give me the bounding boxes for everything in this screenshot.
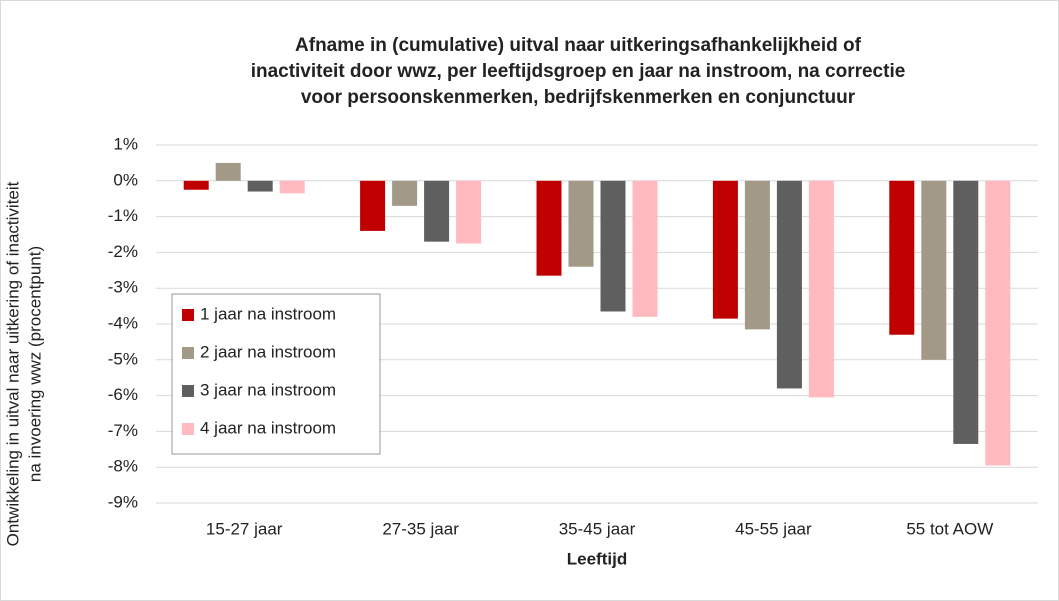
bar (953, 180, 979, 444)
chart-title: Afname in (cumulative) uitval naar uitke… (295, 35, 862, 56)
y-tick-label: 0% (113, 170, 138, 189)
y-tick-label: -3% (108, 278, 138, 297)
y-tick-label: -4% (108, 313, 138, 332)
y-tick-label: -8% (108, 457, 138, 476)
y-axis-label: na invoering wwz (procentpunt) (25, 246, 44, 482)
legend-swatch (182, 423, 194, 435)
bar (456, 180, 482, 244)
y-tick-label: -5% (108, 349, 138, 368)
legend-label: 1 jaar na instroom (200, 304, 336, 323)
y-tick-label: -2% (108, 242, 138, 261)
bar (183, 180, 209, 190)
x-tick-label: 27-35 jaar (382, 519, 459, 538)
bar (921, 180, 947, 360)
x-tick-label: 45-55 jaar (735, 519, 812, 538)
x-tick-label: 55 tot AOW (906, 519, 993, 538)
bar (215, 162, 241, 181)
chart-title: inactiviteit door wwz, per leeftijdsgroe… (251, 61, 906, 82)
legend-swatch (182, 309, 194, 321)
bar (392, 180, 418, 206)
chart-title: voor persoonskenmerken, bedrijfskenmerke… (301, 87, 856, 108)
bar (985, 180, 1011, 466)
bar (536, 180, 562, 276)
legend-swatch (182, 347, 194, 359)
legend-swatch (182, 385, 194, 397)
bar (776, 180, 802, 389)
y-tick-label: -7% (108, 421, 138, 440)
legend-label: 2 jaar na instroom (200, 342, 336, 361)
legend-box (171, 293, 381, 455)
bar (632, 180, 658, 317)
bar (600, 180, 626, 312)
x-tick-label: 35-45 jaar (559, 519, 636, 538)
bar (568, 180, 594, 267)
y-axis-label: Ontwikkeling in uitval naar uitkering of… (3, 181, 22, 546)
bar (360, 180, 386, 231)
x-tick-label: 15-27 jaar (206, 519, 283, 538)
y-tick-label: -1% (108, 206, 138, 225)
bar (744, 180, 770, 330)
bar (247, 180, 273, 192)
bar (279, 180, 305, 194)
legend-label: 3 jaar na instroom (200, 380, 336, 399)
y-tick-label: -9% (108, 492, 138, 511)
y-tick-label: -6% (108, 385, 138, 404)
bar (712, 180, 738, 319)
bar (808, 180, 834, 398)
bar (424, 180, 450, 242)
y-tick-label: 1% (113, 134, 138, 153)
bar (889, 180, 915, 335)
x-axis-label: Leeftijd (567, 549, 627, 568)
legend-label: 4 jaar na instroom (200, 418, 336, 437)
